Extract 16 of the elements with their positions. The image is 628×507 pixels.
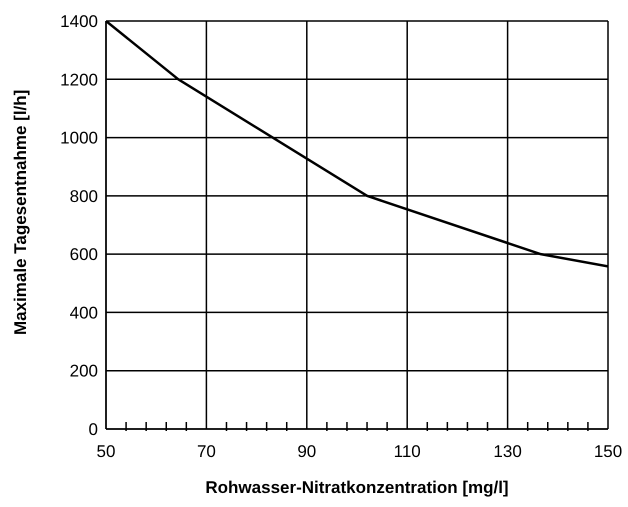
y-tick-label: 600 — [70, 245, 98, 264]
x-tick-label: 110 — [394, 442, 421, 461]
x-tick-label: 150 — [594, 442, 622, 461]
y-tick-label: 0 — [88, 420, 98, 439]
x-tick-label: 50 — [96, 442, 116, 461]
y-tick-label: 800 — [70, 186, 98, 206]
y-tick-label: 1200 — [60, 70, 98, 90]
y-tick-label: 400 — [70, 303, 98, 322]
y-tick-label: 1400 — [60, 12, 98, 31]
x-axis-title: Rohwasser-Nitratkonzentration [mg/l] — [205, 478, 509, 497]
y-tick-label: 1000 — [60, 128, 98, 148]
x-tick-label: 70 — [196, 442, 216, 461]
x-tick-label: 90 — [297, 442, 316, 461]
y-axis-title: Maximale Tagesentnahme [l/h] — [11, 90, 30, 335]
x-tick-label: 130 — [493, 442, 522, 461]
y-tick-label: 200 — [70, 362, 98, 381]
